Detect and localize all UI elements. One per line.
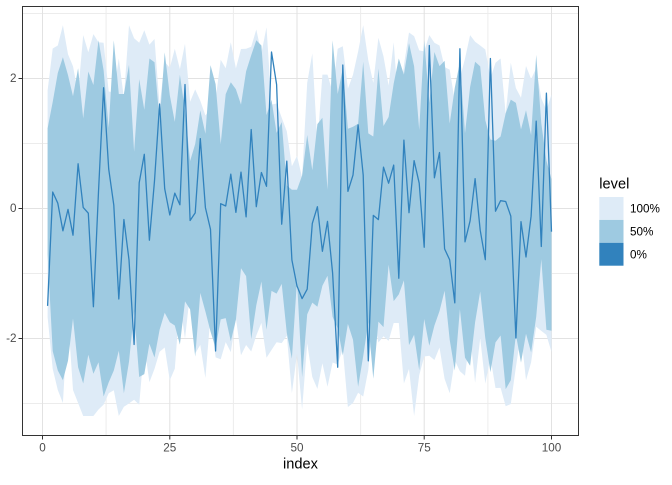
svg-text:index: index [283, 457, 319, 473]
svg-text:2: 2 [10, 72, 17, 85]
svg-text:0: 0 [39, 442, 46, 455]
svg-text:75: 75 [418, 442, 432, 455]
svg-text:0%: 0% [630, 248, 647, 261]
svg-text:25: 25 [163, 442, 177, 455]
svg-text:-2: -2 [6, 332, 16, 345]
svg-text:0: 0 [10, 202, 17, 215]
svg-text:100%: 100% [630, 203, 660, 216]
svg-text:50%: 50% [630, 226, 653, 239]
svg-text:50: 50 [290, 442, 304, 455]
svg-text:100: 100 [542, 442, 562, 455]
svg-text:level: level [599, 177, 629, 193]
